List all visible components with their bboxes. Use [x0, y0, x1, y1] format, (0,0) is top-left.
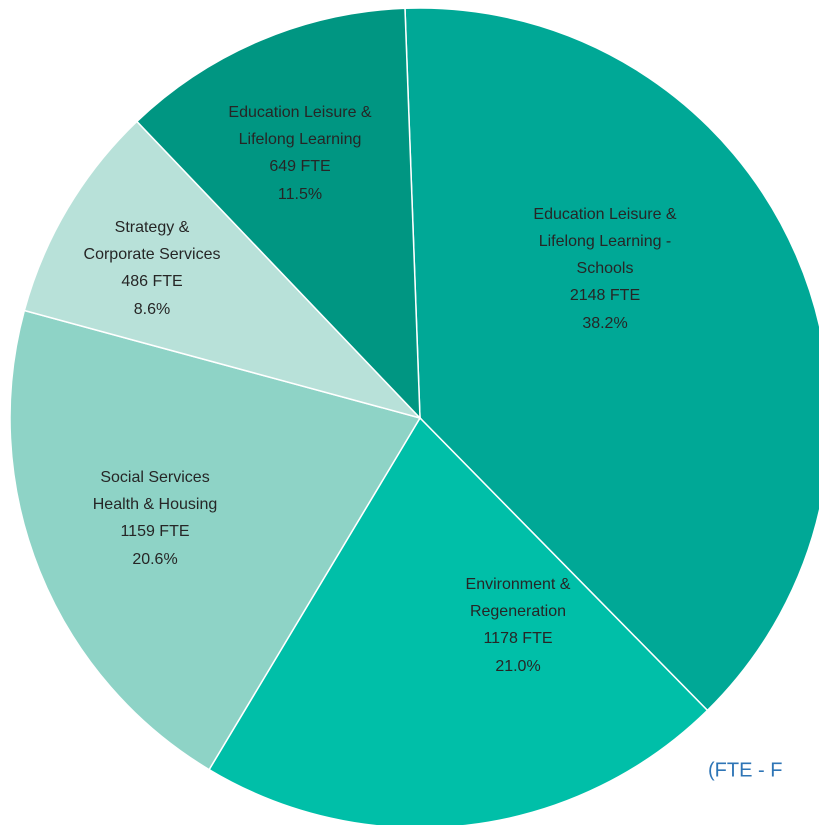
value-label: 649 FTE — [269, 158, 330, 175]
slice-label: Education Leisure & — [533, 206, 677, 223]
value-label: 486 FTE — [121, 273, 182, 290]
footnote: (FTE - F — [708, 759, 782, 781]
slice-label: Environment & — [466, 576, 571, 593]
slice-label: Education Leisure & — [228, 104, 372, 121]
percent-label: 38.2% — [582, 315, 627, 332]
pie — [9, 7, 819, 825]
pie-slice — [135, 7, 421, 420]
pie-slice — [404, 7, 819, 712]
pie-slice — [23, 120, 423, 420]
slice-label: Corporate Services — [84, 246, 221, 263]
pie-slice — [208, 416, 709, 825]
percent-label: 21.0% — [495, 658, 540, 675]
percent-label: 11.5% — [278, 186, 322, 203]
value-label: 1159 FTE — [120, 523, 189, 540]
slice-label: Strategy & — [115, 219, 190, 236]
slice-label: Schools — [577, 260, 634, 277]
percent-label: 8.6% — [134, 301, 170, 318]
slice-label: Lifelong Learning - — [539, 233, 672, 250]
slice-labels: Education Leisure & Lifelong Learning - Sc… — [84, 104, 677, 675]
percent-label: 20.6% — [132, 551, 177, 568]
value-label: 2148 FTE — [570, 287, 640, 304]
value-label: 1178 FTE — [483, 630, 552, 647]
slice-label: Social Services — [100, 469, 209, 486]
slice-label: Regeneration — [470, 603, 566, 620]
pie-slice — [9, 309, 422, 771]
slice-label: Lifelong Learning — [239, 131, 362, 148]
slice-label: Health & Housing — [93, 496, 218, 513]
